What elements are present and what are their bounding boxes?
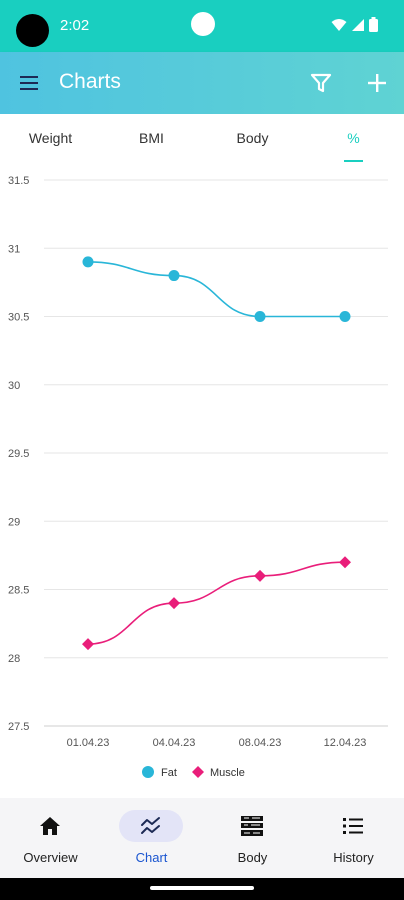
status-icons [331, 17, 378, 32]
nav-pill [119, 810, 183, 842]
nav-item-chart[interactable]: Chart [101, 798, 202, 878]
add-button[interactable] [362, 68, 392, 98]
series-line-fat [87, 261, 345, 318]
signal-icon [352, 18, 364, 31]
wifi-icon [331, 18, 347, 31]
x-tick-label: 12.04.23 [324, 737, 367, 749]
x-tick-label: 08.04.23 [239, 737, 282, 749]
battery-icon [369, 17, 378, 32]
data-point-fat [339, 311, 351, 322]
app-bar: Charts [0, 52, 404, 114]
nav-item-overview[interactable]: Overview [0, 798, 101, 878]
plus-icon [368, 74, 386, 92]
tab-percent[interactable]: % [303, 114, 404, 162]
hamburger-icon [20, 76, 38, 90]
nav-label: Chart [135, 850, 168, 865]
legend-label: Fat [161, 767, 177, 779]
line-chart: 31.5 31 30.5 30 29.5 29 28.5 28 27.5 01.04.23 04.0… [8, 175, 388, 779]
front-camera [191, 12, 215, 36]
status-time: 2:02 [60, 17, 90, 34]
data-point-fat [82, 256, 94, 268]
tab-bar: Weight BMI Body % [0, 114, 404, 162]
tab-body[interactable]: Body [202, 114, 303, 162]
status-bar: 2:02 [0, 0, 404, 52]
y-tick-label: 31 [8, 243, 20, 255]
nav-item-body[interactable]: Body [202, 798, 303, 878]
tab-label: Weight [28, 130, 73, 146]
series-line-muscle [87, 561, 346, 645]
tab-label: % [347, 130, 360, 146]
gesture-area [0, 878, 404, 900]
legend-label: Muscle [210, 767, 245, 779]
nav-pill [220, 810, 284, 842]
y-tick-label: 28 [8, 653, 20, 665]
nav-pill [18, 810, 82, 842]
data-point-fat [168, 270, 180, 282]
legend-marker [192, 766, 204, 778]
tab-label: BMI [139, 130, 164, 146]
nav-pill [321, 810, 385, 842]
tab-bmi[interactable]: BMI [101, 114, 202, 162]
data-point-muscle [339, 556, 351, 569]
data-point-muscle [82, 638, 94, 651]
nav-label: Body [237, 850, 268, 865]
active-tab-indicator [344, 160, 363, 162]
body-icon [241, 816, 263, 836]
x-tick-label: 04.04.23 [153, 737, 196, 749]
list-icon [343, 818, 363, 834]
y-tick-label: 30 [8, 380, 20, 392]
filter-icon [310, 73, 332, 93]
filter-button[interactable] [306, 68, 336, 98]
page-title: Charts [59, 70, 121, 93]
camera-cutout [16, 14, 49, 47]
home-icon [40, 817, 60, 835]
chart-icon [141, 817, 160, 834]
data-point-fat [254, 311, 266, 322]
tab-label: Body [236, 130, 269, 146]
nav-label: History [333, 850, 374, 865]
y-tick-label: 29.5 [8, 448, 29, 460]
legend-marker [142, 766, 154, 778]
y-tick-label: 30.5 [8, 312, 29, 324]
x-tick-label: 01.04.23 [67, 737, 110, 749]
nav-label: Overview [23, 850, 78, 865]
gesture-handle[interactable] [150, 886, 254, 890]
chart-area: 31.5 31 30.5 30 29.5 29 28.5 28 27.5 01.04.23 04.0… [0, 162, 404, 798]
bottom-nav: Overview Chart Body [0, 798, 404, 878]
menu-button[interactable] [14, 68, 44, 98]
data-point-muscle [168, 597, 180, 610]
nav-item-history[interactable]: History [303, 798, 404, 878]
tab-weight[interactable]: Weight [0, 114, 101, 162]
y-tick-label: 29 [8, 516, 20, 528]
y-tick-label: 27.5 [8, 721, 29, 733]
data-point-muscle [254, 569, 266, 582]
y-tick-label: 31.5 [8, 175, 29, 187]
y-tick-label: 28.5 [8, 585, 29, 597]
